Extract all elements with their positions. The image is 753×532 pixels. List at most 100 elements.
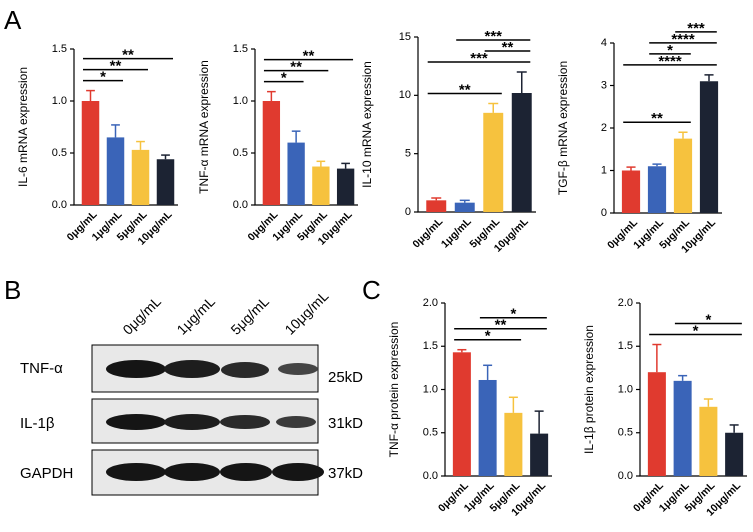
significance-label: **** bbox=[671, 31, 695, 48]
y-axis-label: IL-1β protein expression bbox=[582, 325, 596, 454]
bar bbox=[426, 200, 447, 212]
lane-label: 0μg/mL bbox=[119, 293, 164, 338]
bar bbox=[452, 352, 471, 476]
significance-label: ** bbox=[459, 81, 471, 98]
band bbox=[220, 463, 272, 481]
band bbox=[106, 463, 166, 481]
y-tick-label: 2.0 bbox=[618, 297, 633, 309]
y-axis-label: TNF-α mRNA expression bbox=[197, 60, 211, 194]
y-axis-label: TGF-β mRNA expression bbox=[556, 61, 570, 195]
y-tick-label: 1.0 bbox=[233, 95, 248, 107]
bar bbox=[673, 138, 693, 213]
bar bbox=[647, 166, 667, 213]
band bbox=[220, 415, 270, 429]
bar bbox=[530, 433, 549, 476]
row-label: GAPDH bbox=[20, 465, 73, 482]
significance-label: *** bbox=[687, 20, 705, 37]
y-tick-label: 1.0 bbox=[423, 383, 438, 395]
y-tick-label: 0.0 bbox=[52, 199, 67, 211]
y-tick-label: 1.5 bbox=[618, 340, 633, 352]
bar bbox=[511, 93, 532, 212]
y-axis-label: IL-10 mRNA expression bbox=[360, 61, 374, 188]
significance-label: ** bbox=[495, 317, 507, 334]
panel-label: C bbox=[362, 275, 381, 305]
band bbox=[276, 416, 316, 428]
significance-label: ** bbox=[122, 47, 134, 64]
bar bbox=[621, 170, 641, 213]
significance-label: ** bbox=[651, 110, 663, 127]
x-tick-label: 1μg/mL bbox=[439, 215, 474, 250]
significance-label: * bbox=[281, 70, 287, 87]
bar bbox=[478, 379, 497, 476]
y-axis-label: TNF-α protein expression bbox=[387, 322, 401, 458]
y-tick-label: 15 bbox=[399, 31, 411, 43]
y-tick-label: 1.5 bbox=[52, 43, 67, 55]
bar bbox=[262, 101, 281, 205]
size-label: 37kD bbox=[328, 465, 363, 482]
band bbox=[164, 414, 220, 430]
significance-label: * bbox=[485, 328, 491, 345]
bar bbox=[647, 372, 666, 476]
band bbox=[278, 363, 318, 375]
band bbox=[106, 360, 166, 378]
band bbox=[164, 463, 220, 481]
y-tick-label: 4 bbox=[601, 37, 607, 49]
lane-label: 10μg/mL bbox=[281, 288, 331, 338]
band bbox=[221, 362, 269, 378]
y-tick-label: 2 bbox=[601, 122, 607, 134]
bar bbox=[454, 202, 475, 212]
y-tick-label: 5 bbox=[405, 148, 411, 160]
y-tick-label: 0.5 bbox=[423, 427, 438, 439]
significance-label: * bbox=[705, 311, 711, 328]
bar bbox=[312, 166, 330, 205]
y-tick-label: 1.5 bbox=[233, 43, 248, 55]
significance-label: ** bbox=[303, 48, 315, 65]
y-tick-label: 0.0 bbox=[233, 199, 248, 211]
y-tick-label: 0.5 bbox=[52, 147, 67, 159]
significance-label: * bbox=[693, 322, 699, 339]
size-label: 31kD bbox=[328, 415, 363, 432]
lane-label: 5μg/mL bbox=[227, 293, 272, 338]
band bbox=[106, 414, 166, 430]
y-tick-label: 0 bbox=[601, 207, 607, 219]
bar bbox=[699, 406, 718, 476]
bar bbox=[725, 432, 744, 476]
bar bbox=[699, 81, 719, 213]
y-tick-label: 1.0 bbox=[618, 383, 633, 395]
significance-label: *** bbox=[470, 50, 488, 67]
y-axis-label: IL-6 mRNA expression bbox=[16, 67, 30, 187]
y-tick-label: 0.5 bbox=[233, 147, 248, 159]
bar bbox=[106, 137, 125, 205]
y-tick-label: 1.5 bbox=[423, 340, 438, 352]
lane-label: 1μg/mL bbox=[173, 293, 218, 338]
band bbox=[272, 463, 324, 481]
significance-label: **** bbox=[658, 53, 682, 70]
bar bbox=[156, 159, 175, 205]
panel-label: A bbox=[4, 5, 22, 35]
bar bbox=[81, 101, 100, 205]
y-tick-label: 1.0 bbox=[52, 95, 67, 107]
bar bbox=[504, 412, 523, 476]
y-tick-label: 2.0 bbox=[423, 297, 438, 309]
y-tick-label: 0.5 bbox=[618, 427, 633, 439]
significance-label: * bbox=[510, 306, 516, 323]
significance-label: ** bbox=[290, 59, 302, 76]
significance-label: * bbox=[100, 69, 106, 86]
bar bbox=[336, 168, 355, 205]
row-label: TNF-α bbox=[20, 360, 63, 377]
bar bbox=[483, 112, 504, 212]
y-tick-label: 3 bbox=[601, 79, 607, 91]
significance-label: ** bbox=[502, 39, 514, 56]
bar bbox=[287, 142, 305, 205]
significance-label: *** bbox=[484, 28, 502, 45]
band bbox=[164, 360, 220, 378]
panel-label: B bbox=[4, 275, 21, 305]
significance-label: ** bbox=[110, 58, 122, 75]
row-label: IL-1β bbox=[20, 415, 55, 432]
bar bbox=[131, 149, 150, 205]
size-label: 25kD bbox=[328, 369, 363, 386]
bar bbox=[673, 380, 692, 476]
blot: 0μg/mL 1μg/mL 5μg/mL 10μg/mL TNF-α IL-1β… bbox=[20, 288, 363, 496]
y-tick-label: 1 bbox=[601, 164, 607, 176]
